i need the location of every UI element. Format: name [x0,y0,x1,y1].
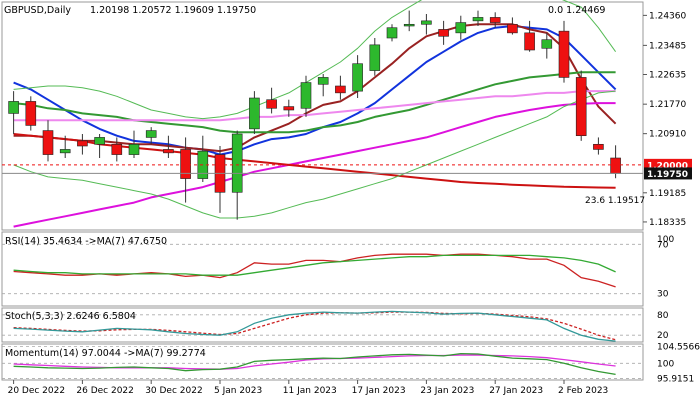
date-tick-label: 27 Jan 2023 [489,386,543,396]
stoch-label: Stoch(5,3,3) 2.6246 6.5804 [5,311,136,322]
candle-bull [455,22,467,34]
momentum-panel-frame [1,343,644,381]
rsi-tick-label: 30 [657,290,669,300]
stoch-panel-frame [1,307,644,343]
candle-bear [558,30,570,78]
candle-bear [111,143,123,155]
current-level-flag: 1.20000 [647,161,688,171]
fib-top-label: 0.0 1.24469 [548,5,605,16]
price-tick-label: 1.18335 [649,218,686,228]
candle-bear [283,106,295,111]
candle-bear [524,32,535,51]
symbol-label: GBPUSD,Daily [4,5,71,16]
candle-bear [25,101,37,126]
overlay-ma_magenta [13,102,616,228]
price-tick-label: 1.19185 [649,189,686,199]
price-tick-label: 1.24360 [649,11,686,21]
candle-bear [180,149,191,179]
candle-bull [249,97,260,130]
date-tick-label: 11 Jan 2023 [283,386,337,396]
candle-bull [386,27,398,39]
momentum-tick-label: 104.5566 [657,342,700,352]
date-tick-label: 2 Feb 2023 [558,386,608,396]
candle-bear [575,77,587,137]
date-tick-label: 20 Dec 2022 [8,386,66,396]
date-tick-label: 17 Jan 2023 [352,386,406,396]
candle-bull [145,130,157,138]
rsi-label: RSI(14) 35.4634 ->MA(7) 47.6750 [5,236,167,247]
rsi-ma-line [13,254,616,276]
candle-bull [128,143,140,155]
candle-bull [317,77,329,85]
fib-236-label: 23.6 1.19517 [585,196,645,206]
overlay-ma_green [13,71,616,134]
candle-bull [352,63,363,92]
candle-bear [266,99,277,109]
candle-bull [472,17,484,22]
price-tick-label: 1.23485 [649,41,686,51]
candle-bear [438,29,449,37]
candle-bull [8,101,19,114]
overlay-bb_upper [13,0,617,120]
candle-bull [59,149,71,154]
stoch-main-line [13,310,616,342]
candle-bull [369,44,381,71]
hline-layer [2,164,643,174]
overlay-ma_pink [13,90,616,122]
axis-layer: 1.24360 1.23485 1.22635 1.21770 1.20910 1.191… [8,11,700,396]
candle-bear [335,85,346,94]
rsi-tick-label: 70 [657,240,669,250]
last-price-flag: 1.19750 [647,170,688,180]
price-tick-label: 1.20910 [649,130,686,140]
candle-bull [94,137,105,145]
ohlc-label: 1.20198 1.20572 1.19609 1.19750 [90,5,256,16]
rsi-panel-frame [1,231,644,307]
candle-layer [8,10,621,220]
candle-bull [403,23,415,27]
candle-bear [489,17,501,23]
indicator-layer [13,253,616,376]
candle-bear [593,143,604,150]
candle-bull [541,39,553,49]
candle-bear [507,23,518,34]
price-panel-frame [1,1,644,231]
candle-bear [42,130,54,155]
overlay-bb_lower [13,90,616,219]
stoch-tick-label: 80 [657,311,669,321]
price-tick-label: 1.22635 [649,71,686,81]
candle-bull [300,82,312,109]
momentum-tick-label: 95.9151 [657,374,694,384]
date-tick-label: 5 Jan 2023 [214,386,262,396]
momentum-label: Momentum(14) 97.0044 ->MA(7) 99.2774 [5,348,206,359]
date-tick-label: 26 Dec 2022 [76,386,133,396]
candle-bear [77,140,88,147]
rsi-rsi-line [13,253,616,288]
stoch-tick-label: 20 [657,331,669,341]
stoch-signal-line [13,311,616,341]
candle-bear [610,157,621,174]
momentum-mom-line [13,352,616,376]
overlay-layer [13,0,617,228]
date-tick-label: 30 Dec 2022 [145,386,203,396]
grid-layer [2,243,643,379]
date-tick-label: 23 Jan 2023 [420,386,474,396]
rsi-max-label: 100 [657,235,674,245]
last-price-flag-bg [644,167,692,180]
candle-bull [231,133,243,193]
momentum-tick-label: 100 [657,359,674,369]
candle-bull [421,20,432,25]
price-tick-label: 1.21770 [649,100,686,110]
candle-bear [163,149,174,154]
